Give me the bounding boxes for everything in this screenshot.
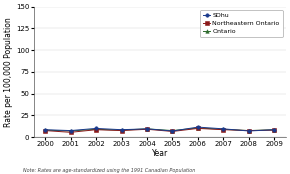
- Northeastern Ontario: [120, 129, 123, 132]
- Line: Northeastern Ontario: Northeastern Ontario: [43, 127, 276, 134]
- SDhu: [120, 129, 123, 131]
- SDhu: [69, 129, 72, 132]
- Ontario: [145, 128, 149, 130]
- Ontario: [43, 129, 47, 131]
- Text: Note: Rates are age-standardized using the 1991 Canadian Population: Note: Rates are age-standardized using t…: [23, 168, 195, 173]
- Ontario: [196, 127, 200, 129]
- Ontario: [222, 128, 225, 130]
- Y-axis label: Rate per 100,000 Population: Rate per 100,000 Population: [4, 17, 13, 127]
- Northeastern Ontario: [43, 129, 47, 132]
- Northeastern Ontario: [222, 129, 225, 131]
- Northeastern Ontario: [273, 129, 276, 131]
- Legend: SDhu, Northeastern Ontario, Ontario: SDhu, Northeastern Ontario, Ontario: [200, 10, 283, 37]
- X-axis label: Year: Year: [152, 149, 168, 158]
- SDhu: [247, 130, 251, 132]
- SDhu: [171, 130, 174, 132]
- Ontario: [171, 129, 174, 132]
- SDhu: [273, 129, 276, 131]
- SDhu: [43, 129, 47, 131]
- Ontario: [273, 129, 276, 131]
- Northeastern Ontario: [247, 129, 251, 132]
- Northeastern Ontario: [171, 130, 174, 132]
- SDhu: [94, 127, 98, 129]
- SDhu: [222, 128, 225, 130]
- Line: SDhu: SDhu: [43, 125, 276, 133]
- Northeastern Ontario: [94, 129, 98, 131]
- Ontario: [94, 128, 98, 130]
- Northeastern Ontario: [196, 127, 200, 129]
- Northeastern Ontario: [145, 128, 149, 130]
- Ontario: [120, 129, 123, 131]
- Ontario: [69, 130, 72, 132]
- SDhu: [145, 128, 149, 130]
- SDhu: [196, 126, 200, 128]
- Ontario: [247, 129, 251, 132]
- Northeastern Ontario: [69, 131, 72, 133]
- Line: Ontario: Ontario: [43, 126, 276, 133]
